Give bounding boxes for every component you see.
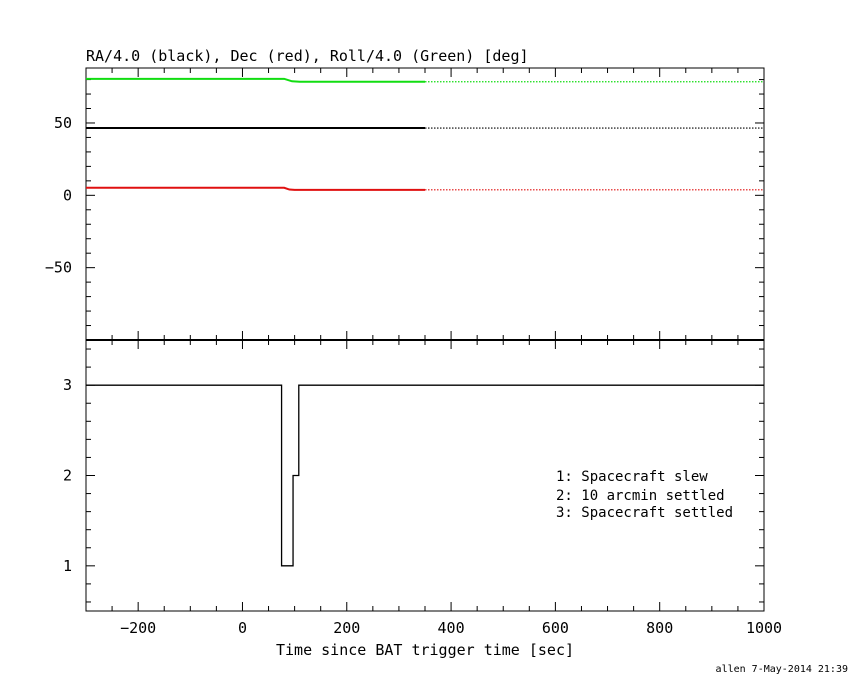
top-panel: −50 0 50 bbox=[45, 67, 765, 341]
bottom-y-tick-label: 1 bbox=[63, 557, 72, 575]
bottom-panel: −200 0 200 400 600 800 1000 1 2 3 bbox=[63, 339, 782, 637]
bottom-series-0-step bbox=[86, 384, 764, 567]
x-tick-label: 1000 bbox=[746, 619, 782, 637]
top-panel-title: RA/4.0 (black), Dec (red), Roll/4.0 (Gre… bbox=[86, 47, 529, 65]
footer-timestamp: allen 7-May-2014 21:39 bbox=[716, 664, 848, 675]
top-frame bbox=[85, 67, 765, 341]
bottom-y-tick-label: 3 bbox=[63, 376, 72, 394]
x-tick-label: 0 bbox=[238, 619, 247, 637]
x-tick-label: 400 bbox=[438, 619, 465, 637]
legend-line-2: 2: 10 arcmin settled bbox=[556, 488, 725, 504]
legend-line-3: 3: Spacecraft settled bbox=[556, 505, 733, 521]
x-tick-label: −200 bbox=[120, 619, 156, 637]
top-series-2-line bbox=[86, 77, 425, 83]
top-y-tick-label: 50 bbox=[54, 114, 72, 132]
top-y-tick-label: −50 bbox=[45, 259, 72, 277]
x-axis-label: Time since BAT trigger time [sec] bbox=[276, 641, 574, 659]
x-tick-label: 800 bbox=[646, 619, 673, 637]
x-tick-label: 200 bbox=[333, 619, 360, 637]
top-y-tick-label: 0 bbox=[63, 186, 72, 204]
x-tick-label: 600 bbox=[542, 619, 569, 637]
top-series-1-line bbox=[86, 186, 425, 191]
bottom-y-tick-label: 2 bbox=[63, 467, 72, 485]
legend-line-1: 1: Spacecraft slew bbox=[556, 469, 708, 485]
